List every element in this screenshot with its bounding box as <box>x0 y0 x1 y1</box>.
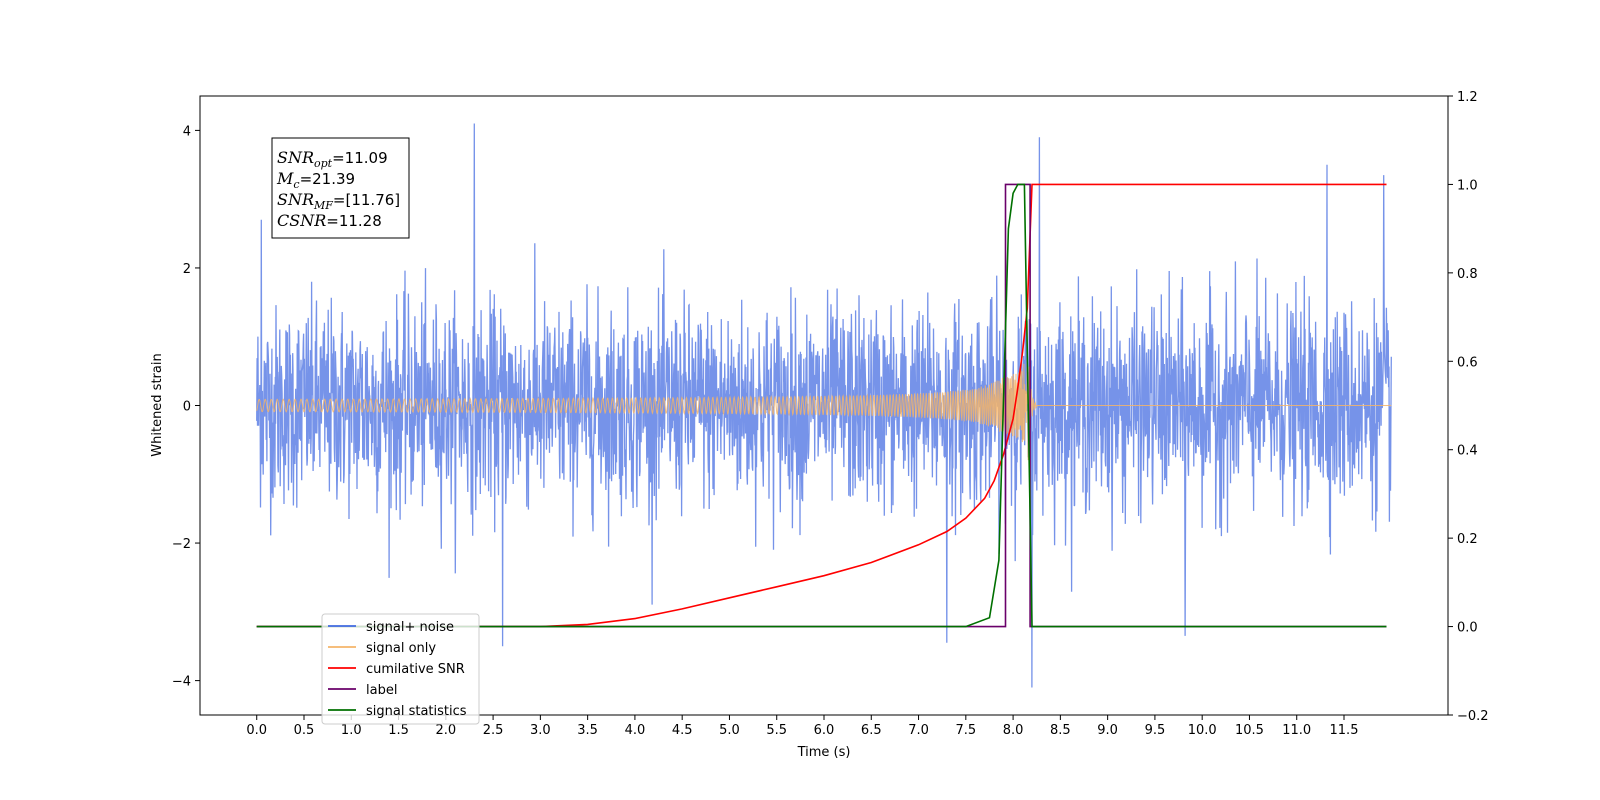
x-tick-label: 1.0 <box>341 723 362 738</box>
x-tick-label: 4.5 <box>672 723 693 738</box>
legend-label: signal statistics <box>366 704 467 719</box>
x-tick-label: 9.0 <box>1097 723 1118 738</box>
annotation-line: SNRMF=[11.76] <box>277 190 400 212</box>
x-tick-label: 0.0 <box>246 723 267 738</box>
x-tick-label: 4.0 <box>625 723 646 738</box>
signal-only-series <box>256 320 1392 461</box>
y2-tick-label: 1.2 <box>1457 90 1478 105</box>
annotation-line: SNRopt=11.09 <box>277 148 388 170</box>
x-tick-label: 7.0 <box>908 723 929 738</box>
annotation-line: CSNR=11.28 <box>277 211 382 230</box>
legend: signal+ noise signal only cumilative SNR la… <box>321 613 480 725</box>
y2-tick-label: 0.0 <box>1457 621 1478 636</box>
y2-tick-label: 0.8 <box>1457 267 1478 282</box>
x-tick-label: 10.5 <box>1235 723 1264 738</box>
annotation-box: SNRopt=11.09Mc=21.39SNRMF=[11.76]CSNR=11… <box>271 137 410 239</box>
signal-noise-series <box>256 123 1392 688</box>
x-tick-label: 5.5 <box>766 723 787 738</box>
x-tick-label: 5.0 <box>719 723 740 738</box>
x-tick-label: 9.5 <box>1145 723 1166 738</box>
y-tick-label: −2 <box>172 537 191 552</box>
y-tick-label: 4 <box>183 124 191 139</box>
axis-ticks: 0.0 0.5 1.0 1.5 2.0 2.5 3.0 3.5 4.0 4.5 5.0 5.5 6.0 6… <box>172 90 1489 738</box>
x-tick-label: 7.5 <box>955 723 976 738</box>
cumilative-snr-line <box>256 183 1387 628</box>
x-tick-label: 1.5 <box>388 723 409 738</box>
x-tick-label: 8.5 <box>1050 723 1071 738</box>
y2-tick-label: 0.4 <box>1457 444 1478 459</box>
y-axis-label: Whitened strain <box>150 353 165 456</box>
legend-label: label <box>366 683 397 698</box>
x-tick-label: 11.0 <box>1282 723 1311 738</box>
x-tick-label: 11.5 <box>1330 723 1359 738</box>
y2-tick-label: 0.2 <box>1457 532 1478 547</box>
annotation-line: Mc=21.39 <box>276 169 355 191</box>
x-axis-label: Time (s) <box>797 745 851 760</box>
legend-label: signal+ noise <box>366 620 454 635</box>
annotation-frame <box>271 137 410 239</box>
x-tick-label: 10.0 <box>1188 723 1217 738</box>
x-tick-label: 2.5 <box>483 723 504 738</box>
y-tick-label: 2 <box>183 262 191 277</box>
y2-tick-label: 1.0 <box>1457 178 1478 193</box>
signal-only-line <box>256 320 1392 461</box>
x-tick-label: 6.5 <box>861 723 882 738</box>
y-tick-label: −4 <box>172 675 191 690</box>
y-tick-label: 0 <box>183 400 191 415</box>
x-tick-label: 0.5 <box>294 723 315 738</box>
y2-tick-label: 0.6 <box>1457 355 1478 370</box>
signal-statistics-line <box>256 183 1387 628</box>
y2-tick-label: −0.2 <box>1457 709 1489 724</box>
x-tick-label: 3.0 <box>530 723 551 738</box>
x-tick-label: 3.5 <box>577 723 598 738</box>
right-axis-series <box>256 183 1387 628</box>
signal-noise-line <box>256 123 1392 688</box>
x-tick-label: 8.0 <box>1003 723 1024 738</box>
x-tick-label: 6.0 <box>814 723 835 738</box>
legend-label: cumilative SNR <box>366 662 465 677</box>
legend-label: signal only <box>366 641 436 656</box>
legend-frame <box>321 613 480 725</box>
x-tick-label: 2.0 <box>435 723 456 738</box>
